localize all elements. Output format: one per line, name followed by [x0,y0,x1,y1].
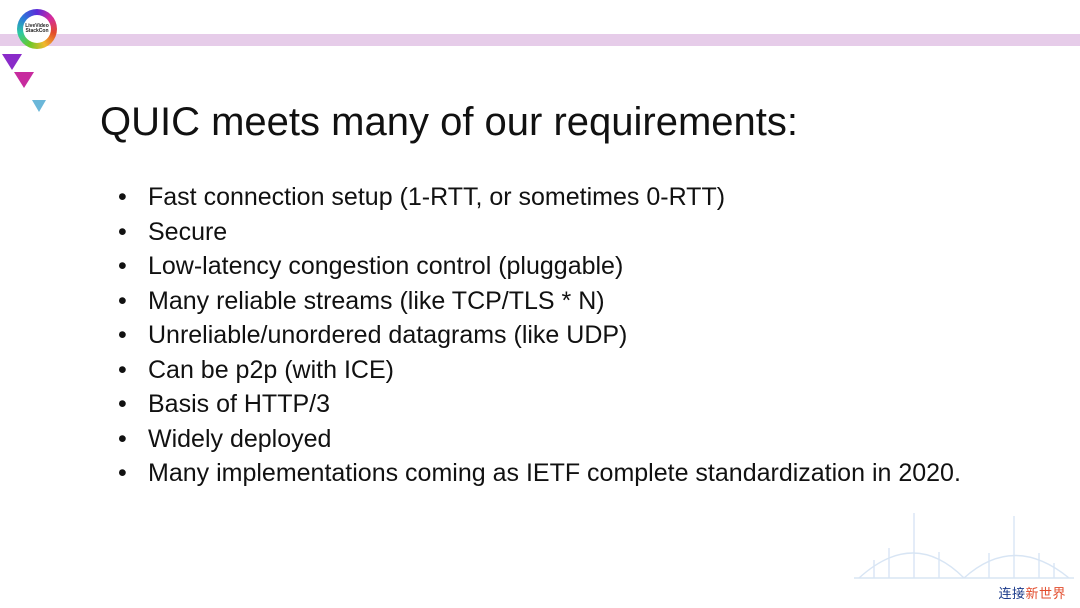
logo-line-2: StackCon [25,28,48,34]
top-accent-bar [0,34,1080,46]
bullet-item: Many implementations coming as IETF comp… [118,457,1020,490]
bullet-item: Can be p2p (with ICE) [118,354,1020,387]
decor-triangle-icon [32,100,46,112]
slide-content: QUIC meets many of our requirements: Fas… [100,100,1020,492]
event-logo-text: LiveVideo StackCon [25,24,49,35]
slide-title: QUIC meets many of our requirements: [100,100,1020,145]
bullet-item: Secure [118,216,1020,249]
bullet-item: Many reliable streams (like TCP/TLS * N) [118,285,1020,318]
bridge-illustration-icon [854,498,1074,588]
bullet-item: Fast connection setup (1-RTT, or sometim… [118,181,1020,214]
bullet-list: Fast connection setup (1-RTT, or sometim… [100,181,1020,490]
bullet-item: Unreliable/unordered datagrams (like UDP… [118,319,1020,352]
bullet-item: Widely deployed [118,423,1020,456]
footer-tag: 连接新世界 [994,583,1070,602]
event-logo: LiveVideo StackCon [14,6,60,52]
decor-triangle-icon [14,72,34,88]
footer-left: 连接 [998,586,1025,601]
bullet-item: Basis of HTTP/3 [118,388,1020,421]
bullet-item: Low-latency congestion control (pluggabl… [118,250,1020,283]
decor-triangle-icon [2,54,22,70]
footer-right: 新世界 [1025,586,1066,601]
